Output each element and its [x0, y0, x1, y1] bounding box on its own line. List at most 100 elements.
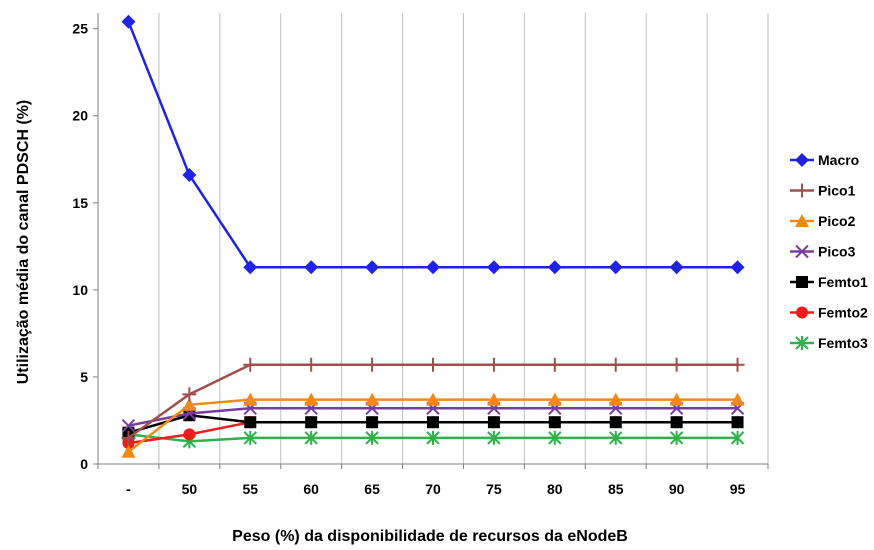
y-tick-label: 15	[72, 195, 88, 211]
legend-item-pico3: Pico3	[790, 244, 856, 260]
series-group	[121, 14, 745, 458]
x-tick-label: 65	[364, 481, 380, 497]
data-point	[609, 430, 623, 445]
data-point	[730, 430, 745, 445]
legend-item-macro: Macro	[790, 152, 859, 168]
data-point	[486, 392, 501, 406]
data-point	[244, 416, 257, 429]
data-point	[366, 416, 379, 429]
data-point	[304, 392, 319, 406]
x-tick-label: 55	[242, 481, 258, 497]
data-point	[669, 392, 684, 406]
grid-lines	[158, 13, 769, 464]
data-point	[731, 416, 744, 429]
data-point	[304, 430, 318, 445]
legend-label: Femto2	[818, 305, 868, 321]
data-point	[670, 416, 683, 429]
x-tick-label: 75	[486, 481, 502, 497]
data-point	[548, 430, 562, 445]
y-tick-labels: 0 5 10 15 20 25	[72, 21, 98, 472]
x-tick-labels: - 50 55 60 65 70 75 80 85 90 95	[97, 464, 769, 497]
series-femto1	[122, 409, 744, 439]
data-point	[182, 387, 197, 402]
data-point	[669, 430, 684, 445]
legend-item-pico2: Pico2	[790, 213, 856, 229]
data-point	[548, 416, 561, 429]
data-point	[365, 430, 379, 445]
data-point	[426, 260, 440, 275]
series-pico2	[121, 392, 745, 458]
legend-item-pico1: Pico1	[790, 183, 856, 199]
legend-label: Macro	[818, 152, 859, 168]
data-point	[121, 14, 136, 29]
data-point	[426, 357, 440, 372]
data-point	[365, 357, 380, 372]
data-point	[121, 444, 136, 458]
data-point	[121, 430, 136, 445]
y-tick-label: 10	[72, 282, 88, 298]
x-tick-label: 60	[303, 481, 319, 497]
data-point	[365, 260, 380, 275]
legend-label: Pico2	[818, 213, 856, 229]
data-point	[365, 392, 380, 406]
legend-item-femto3: Femto3	[790, 335, 868, 351]
data-point	[795, 336, 809, 350]
data-point	[608, 357, 623, 372]
data-point	[243, 357, 258, 372]
data-point	[795, 214, 809, 227]
data-point	[243, 260, 258, 275]
data-point	[121, 418, 136, 433]
legend-label: Femto1	[818, 274, 868, 290]
x-tick-label: 95	[730, 481, 746, 497]
y-axis-title: Utilização média do canal PDSCH (%)	[15, 100, 32, 385]
data-point	[796, 306, 808, 319]
y-tick-label: 25	[72, 21, 88, 37]
data-point	[487, 416, 500, 429]
data-point	[730, 392, 745, 406]
y-tick-label: 5	[80, 369, 88, 385]
data-point	[547, 392, 562, 406]
data-point	[609, 416, 622, 429]
data-point	[547, 260, 562, 275]
data-point	[608, 392, 623, 406]
data-point	[730, 260, 745, 275]
data-point	[547, 357, 562, 372]
data-point	[304, 260, 319, 275]
data-point	[486, 260, 501, 275]
data-point	[795, 183, 809, 198]
data-point	[669, 357, 684, 372]
series-macro	[121, 14, 745, 275]
data-point	[730, 357, 745, 372]
series-femto3	[121, 427, 745, 449]
data-point	[795, 244, 809, 259]
data-point	[305, 416, 318, 429]
legend-label: Pico1	[818, 183, 856, 199]
axes	[97, 13, 768, 465]
data-point	[486, 357, 501, 372]
legend-item-femto2: Femto2	[790, 305, 868, 321]
legend-item-femto1: Femto1	[790, 274, 868, 290]
data-point	[426, 430, 440, 445]
legend-label: Pico3	[818, 244, 856, 260]
data-point	[487, 430, 501, 445]
x-tick-label: 85	[608, 481, 624, 497]
x-tick-label: 50	[182, 481, 198, 497]
legend-label: Femto3	[818, 335, 868, 351]
x-tick-label: -	[126, 481, 131, 497]
data-point	[243, 430, 257, 445]
data-point	[427, 416, 439, 429]
data-point	[304, 357, 319, 372]
data-point	[182, 397, 197, 411]
y-tick-label: 0	[80, 456, 88, 472]
data-point	[796, 276, 808, 288]
series-pico1	[121, 357, 745, 445]
x-axis-title: Peso (%) da disponibilidade de recursos …	[232, 528, 628, 545]
x-tick-label: 80	[547, 481, 563, 497]
data-point	[795, 153, 809, 167]
data-point	[608, 260, 623, 275]
data-point	[426, 392, 440, 406]
legend: Macro Pico1 Pico2 Pico3 Femto1 Femto2 Femto3	[790, 152, 868, 351]
data-point	[182, 167, 197, 182]
x-tick-label: 90	[669, 481, 685, 497]
